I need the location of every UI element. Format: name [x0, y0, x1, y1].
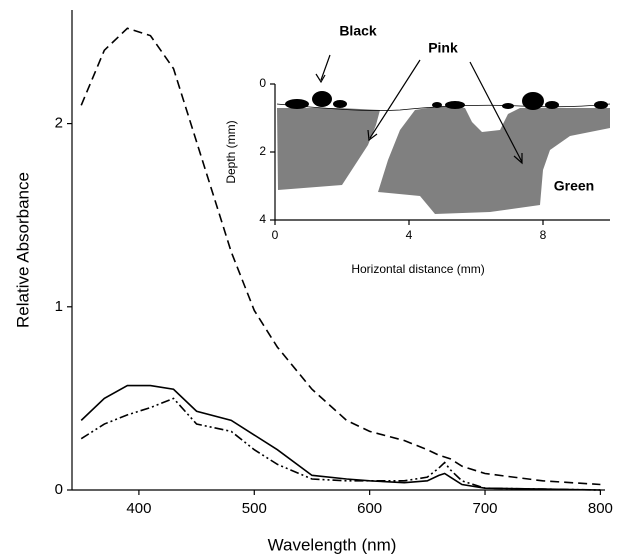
x-axis-label: Wavelength (nm) — [268, 535, 397, 554]
black-crust — [285, 91, 608, 110]
y-tick-label: 1 — [55, 298, 63, 315]
x-tick-label: 0 — [272, 228, 279, 242]
annotation: Pink — [428, 40, 458, 56]
inset-y-label: Depth (mm) — [224, 120, 238, 183]
x-tick-label: 500 — [242, 500, 267, 517]
y-tick-label: 0 — [55, 481, 63, 498]
annotation: Green — [554, 178, 594, 194]
data-line — [80, 384, 601, 491]
x-tick-label: 400 — [126, 500, 151, 517]
y-axis-label: Relative Absorbance — [13, 172, 32, 328]
x-tick-label: 8 — [540, 228, 547, 242]
y-tick-label: 0 — [259, 76, 266, 90]
arrows — [315, 54, 523, 165]
y-tick-label: 2 — [55, 115, 63, 132]
y-tick-label: 2 — [259, 144, 266, 158]
pink-region — [277, 108, 380, 190]
x-tick-label: 700 — [473, 500, 498, 517]
x-tick-label: 800 — [588, 500, 613, 517]
data-line — [80, 397, 601, 491]
inset-x-label: Horizontal distance (mm) — [351, 262, 484, 276]
data-line — [80, 27, 601, 486]
x-tick-label: 4 — [406, 228, 413, 242]
y-tick-label: 4 — [259, 212, 266, 226]
x-tick-label: 600 — [357, 500, 382, 517]
green-region — [378, 106, 610, 214]
annotation: Black — [339, 23, 377, 39]
inset: Black Pink Green Depth (mm) Horizontal d… — [224, 23, 611, 276]
